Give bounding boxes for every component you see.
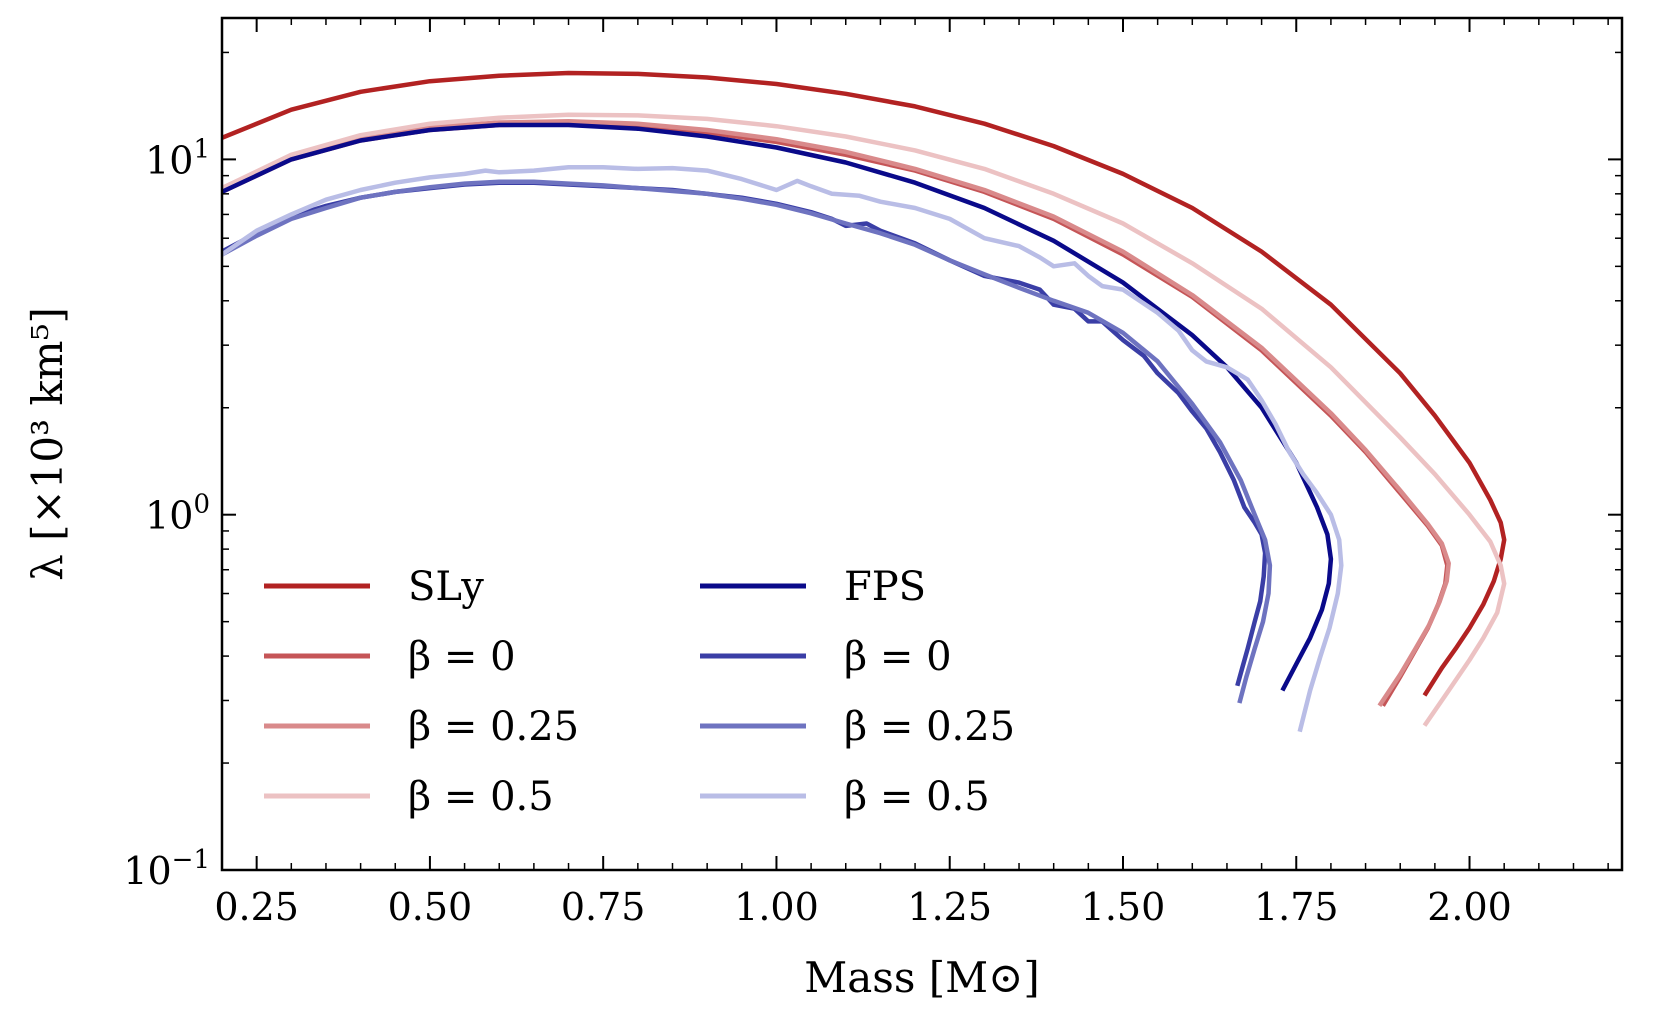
legend-label-7: β = 0.5: [844, 774, 990, 820]
x-tick-label-4: 1.25: [907, 885, 992, 929]
legend-label-5: β = 0: [844, 634, 952, 680]
legend-label-2: β = 0.25: [408, 704, 579, 750]
y-tick-label-2: 101: [145, 134, 210, 182]
y-tick-exponent: −1: [172, 845, 210, 875]
y-axis-title: λ [×10³ km⁵]: [23, 307, 72, 581]
series-layer: [222, 70, 1507, 733]
legend: SLy β = 0 β = 0.25 β = 0.5 FPS β = 0 β = 0.25 β…: [264, 564, 1015, 820]
y-tick-base: 10: [123, 849, 171, 893]
x-tick-label-6: 1.75: [1254, 885, 1339, 929]
x-tick-label-1: 0.50: [388, 885, 473, 929]
legend-label-4: FPS: [844, 564, 926, 610]
plot-frame: [220, 16, 1624, 872]
x-tick-label-3: 1.00: [734, 885, 819, 929]
series-line-2: [222, 119, 1451, 707]
y-tick-base: 10: [145, 138, 193, 182]
y-tick-exponent: 1: [193, 134, 210, 164]
x-tick-label-7: 2.00: [1427, 885, 1512, 929]
x-axis-title: Mass [M⊙]: [804, 953, 1039, 1002]
legend-label-3: β = 0.5: [408, 774, 554, 820]
x-tick-label-0: 0.25: [214, 885, 299, 929]
y-tick-exponent: 0: [193, 490, 210, 520]
series-line-0: [222, 70, 1507, 697]
series-line-4: [222, 122, 1334, 692]
x-tick-label-2: 0.75: [561, 885, 646, 929]
series-line-5: [222, 180, 1268, 687]
legend-label-0: SLy: [408, 564, 484, 610]
y-tick-base: 10: [145, 494, 193, 538]
series-line-3: [222, 112, 1507, 727]
y-tick-label-1: 100: [145, 490, 210, 538]
series-line-7: [222, 165, 1344, 733]
x-tick-label-5: 1.50: [1081, 885, 1166, 929]
y-tick-label-0: 10−1: [123, 845, 210, 893]
tick-layer: 0.25 0.50 0.75 1.00 1.25 1.50 1.75 2.0010−11001…: [123, 18, 1622, 929]
legend-label-1: β = 0: [408, 634, 516, 680]
legend-label-6: β = 0.25: [844, 704, 1015, 750]
series-line-6: [222, 179, 1273, 704]
